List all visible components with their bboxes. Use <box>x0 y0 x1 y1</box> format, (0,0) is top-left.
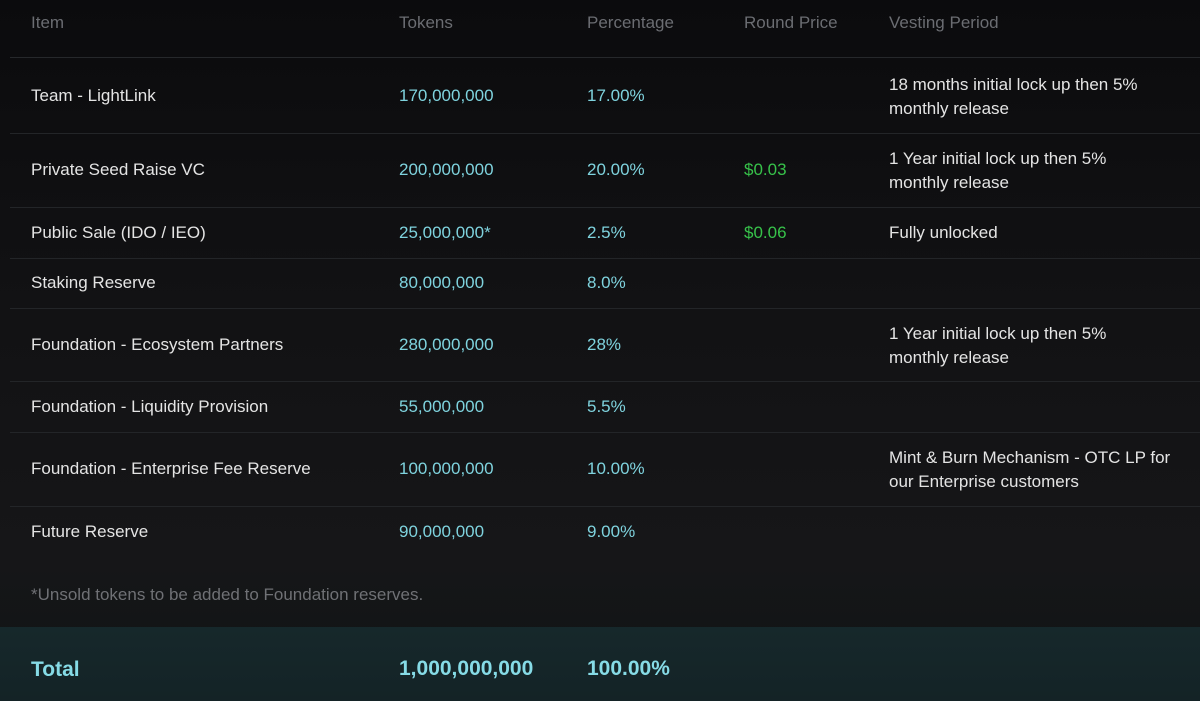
cell-round-price: $0.06 <box>744 223 787 242</box>
table-row: Foundation - Enterprise Fee Reserve 100,… <box>0 433 1200 506</box>
cell-vesting-period: 18 months initial lock up then 5% monthl… <box>889 75 1138 118</box>
cell-tokens: 80,000,000 <box>399 273 485 292</box>
table-row: Foundation - Ecosystem Partners 280,000,… <box>0 309 1200 381</box>
cell-percentage: 28% <box>587 335 622 354</box>
row-divider <box>10 506 1200 507</box>
row-divider <box>10 308 1200 309</box>
cell-item: Foundation - Enterprise Fee Reserve <box>31 459 311 478</box>
total-label: Total <box>31 658 80 681</box>
cell-tokens: 200,000,000 <box>399 160 494 179</box>
cell-item: Foundation - Ecosystem Partners <box>31 335 284 354</box>
cell-percentage: 9.00% <box>587 522 636 541</box>
cell-item: Public Sale (IDO / IEO) <box>31 223 206 242</box>
row-divider <box>10 133 1200 134</box>
total-percentage: 100.00% <box>587 657 670 680</box>
table-row: Team - LightLink 170,000,000 17.00% 18 m… <box>0 58 1200 133</box>
table-row: Public Sale (IDO / IEO) 25,000,000* 2.5%… <box>0 208 1200 258</box>
cell-item: Private Seed Raise VC <box>31 160 205 179</box>
cell-vesting-period: Fully unlocked <box>889 223 998 242</box>
row-divider <box>10 207 1200 208</box>
row-divider <box>10 432 1200 433</box>
cell-percentage: 8.0% <box>587 273 626 292</box>
column-header-percentage: Percentage <box>587 13 674 32</box>
row-divider <box>10 258 1200 259</box>
cell-tokens: 55,000,000 <box>399 397 485 416</box>
row-divider <box>10 381 1200 382</box>
cell-vesting-period: 1 Year initial lock up then 5% monthly r… <box>889 149 1107 192</box>
cell-tokens: 280,000,000 <box>399 335 494 354</box>
cell-vesting-period: 1 Year initial lock up then 5% monthly r… <box>889 324 1107 367</box>
column-header-round-price: Round Price <box>744 13 838 32</box>
cell-percentage: 20.00% <box>587 160 645 179</box>
column-header-tokens: Tokens <box>399 13 453 32</box>
cell-item: Staking Reserve <box>31 273 156 292</box>
total-row: Total 1,000,000,000 100.00% <box>0 627 1200 701</box>
total-tokens: 1,000,000,000 <box>399 657 534 680</box>
cell-percentage: 10.00% <box>587 459 645 478</box>
cell-percentage: 2.5% <box>587 223 626 242</box>
cell-vesting-period: Mint & Burn Mechanism - OTC LP for our E… <box>889 448 1171 491</box>
cell-tokens: 100,000,000 <box>399 459 494 478</box>
table-row: Private Seed Raise VC 200,000,000 20.00%… <box>0 134 1200 207</box>
table-row: Staking Reserve 80,000,000 8.0% <box>0 259 1200 308</box>
cell-item: Future Reserve <box>31 522 149 541</box>
table-row: Future Reserve 90,000,000 9.00% <box>0 507 1200 557</box>
cell-percentage: 5.5% <box>587 397 626 416</box>
cell-item: Foundation - Liquidity Provision <box>31 397 269 416</box>
header-divider <box>10 57 1200 58</box>
table-row: Foundation - Liquidity Provision 55,000,… <box>0 382 1200 432</box>
footnote: *Unsold tokens to be added to Foundation… <box>31 585 424 604</box>
cell-item: Team - LightLink <box>31 86 156 105</box>
cell-tokens: 90,000,000 <box>399 522 485 541</box>
cell-round-price: $0.03 <box>744 160 787 179</box>
column-header-vesting-period: Vesting Period <box>889 13 999 32</box>
cell-tokens: 170,000,000 <box>399 86 494 105</box>
table-header: Item Tokens Percentage Round Price Vesti… <box>0 0 1200 46</box>
cell-percentage: 17.00% <box>587 86 645 105</box>
column-header-item: Item <box>31 13 65 32</box>
cell-tokens: 25,000,000* <box>399 223 491 242</box>
